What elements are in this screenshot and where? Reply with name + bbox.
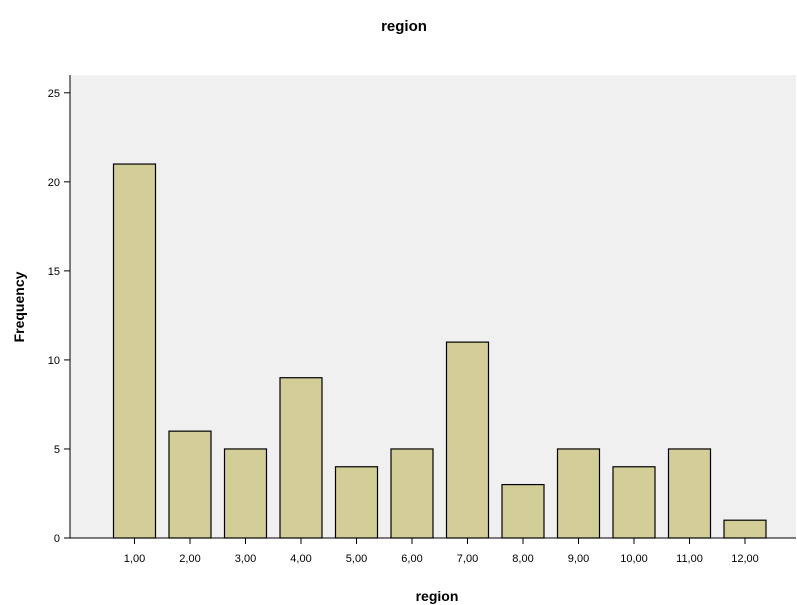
x-tick-label: 9,00 (568, 553, 589, 565)
y-tick-label: 25 (48, 88, 60, 100)
bar (723, 519, 767, 539)
y-tick-label: 15 (48, 266, 60, 278)
bar (334, 466, 379, 539)
x-tick-label: 8,00 (512, 553, 533, 565)
bar (667, 448, 712, 539)
bar (223, 448, 268, 539)
bar (279, 377, 323, 539)
bar (501, 483, 545, 539)
x-tick-label: 12,00 (731, 553, 759, 565)
bar (112, 163, 157, 539)
x-tick-label: 10,00 (620, 553, 648, 565)
x-tick-label: 4,00 (290, 553, 311, 565)
bar (445, 341, 490, 539)
x-tick-label: 11,00 (676, 553, 703, 565)
bars-group (112, 163, 767, 539)
bar (168, 430, 212, 539)
bar (612, 466, 656, 539)
x-tick-label: 1,00 (124, 553, 145, 565)
bar (390, 448, 434, 539)
x-axis-title: region (416, 588, 459, 604)
x-tick-label: 5,00 (346, 553, 367, 565)
x-tick-label: 6,00 (401, 553, 422, 565)
x-tick-label: 7,00 (457, 553, 478, 565)
chart-title: region (381, 18, 427, 35)
x-ticks-group: 1,00 2,00 3,00 4,00 5,00 6,00 7,00 8,00 9,00 10,0… (124, 538, 759, 565)
y-axis-title: Frequency (11, 271, 27, 342)
x-tick-label: 2,00 (179, 553, 200, 565)
y-ticks-group: 0 5 10 15 20 25 (48, 88, 70, 545)
y-tick-label: 0 (54, 533, 60, 545)
y-tick-label: 10 (48, 355, 60, 367)
x-tick-label: 3,00 (235, 553, 256, 565)
y-tick-label: 20 (48, 177, 60, 189)
y-tick-label: 5 (54, 444, 60, 456)
bar (556, 448, 601, 539)
